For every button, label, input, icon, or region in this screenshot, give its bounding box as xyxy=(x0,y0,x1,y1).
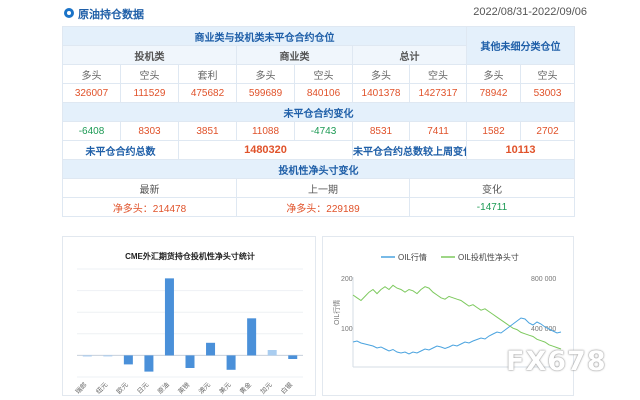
bar xyxy=(144,355,154,372)
col-label: 多头 xyxy=(352,64,410,84)
change-header: 未平仓合约变化 xyxy=(61,102,576,122)
bar xyxy=(226,355,236,370)
change-cell: -6408 xyxy=(62,121,121,141)
oi-change-label: 未平仓合约总数较上周变化 xyxy=(351,140,468,160)
section-bullet-icon xyxy=(64,8,74,18)
bar xyxy=(288,355,298,359)
net-change-value: -14711 xyxy=(408,197,576,217)
bar-category-label: 瑞郎 xyxy=(73,380,89,396)
position-cell: 53003 xyxy=(520,83,576,103)
position-cell: 599689 xyxy=(236,83,295,103)
y-left-tick: 100 xyxy=(341,326,353,333)
bar xyxy=(247,318,257,356)
col-label: 空头 xyxy=(120,64,179,84)
net-previous-value: 净多头：229189 xyxy=(236,197,410,217)
bar-category-label: 英镑 xyxy=(176,380,192,396)
commercial-header: 商业类 xyxy=(236,45,353,65)
bar xyxy=(123,355,133,365)
change-cell: -4743 xyxy=(294,121,353,141)
col-label: 多头 xyxy=(62,64,121,84)
col-label: 空头 xyxy=(408,64,468,84)
col-label: 多头 xyxy=(466,64,522,84)
position-cell: 475682 xyxy=(178,83,237,103)
bar-chart-panel: CME外汇期货持仓投机性净头寸统计 瑞郎 纽元 欧元 日元 原油 英镑 澳元 美元 黄金 加元 白银 xyxy=(62,236,316,396)
bar xyxy=(185,355,195,368)
oi-change-value: 10113 xyxy=(466,140,576,160)
net-col-latest: 最新 xyxy=(62,178,237,198)
col-label: 空头 xyxy=(294,64,353,84)
oi-total-value: 1480320 xyxy=(178,140,353,160)
legend-position-label: OIL投机性净头寸 xyxy=(458,252,519,262)
net-header: 投机性净头寸变化 xyxy=(61,159,576,179)
bar-category-label: 黄金 xyxy=(237,380,253,396)
positions-table: 商业类与投机类未平仓合约仓位 其他未细分类仓位 投机类 商业类 总计 多头 空头… xyxy=(61,26,576,217)
bar xyxy=(103,355,113,357)
line-chart-panel: OIL行情 OIL投机性净头寸 200 100 800 000 400 000 … xyxy=(322,236,574,396)
position-cell: 111529 xyxy=(120,83,179,103)
position-cell: 78942 xyxy=(466,83,522,103)
net-col-change: 变化 xyxy=(408,178,576,198)
position-cell: 326007 xyxy=(62,83,121,103)
price-line xyxy=(352,317,562,355)
change-cell: 1582 xyxy=(466,121,522,141)
bar-category-label: 澳元 xyxy=(196,380,212,396)
change-cell: 7411 xyxy=(408,121,468,141)
oi-total-label: 未平仓合约总数 xyxy=(62,140,179,160)
bar-category-label: 白银 xyxy=(279,380,295,396)
change-cell: 11088 xyxy=(236,121,295,141)
position-cell: 1401378 xyxy=(352,83,410,103)
position-line xyxy=(352,284,562,350)
y-left-tick: 200 xyxy=(341,276,353,283)
legend-price-label: OIL行情 xyxy=(398,252,427,262)
net-latest-value: 净多头：214478 xyxy=(62,197,237,217)
other-header: 其他未细分类仓位 xyxy=(466,26,576,65)
bar-category-label: 美元 xyxy=(217,380,233,396)
y-left-axis-label: OIL行情 xyxy=(332,300,341,325)
page-title: 原油持仓数据 xyxy=(78,9,144,21)
page-header: 原油持仓数据 2022/08/31-2022/09/06 xyxy=(0,0,640,26)
watermark-logo: FX678 xyxy=(506,346,607,377)
y-right-tick: 400 000 xyxy=(531,326,556,333)
change-cell: 2702 xyxy=(520,121,576,141)
date-range: 2022/08/31-2022/09/06 xyxy=(473,6,587,18)
y-right-tick: 800 000 xyxy=(531,276,556,283)
bar-chart: CME外汇期货持仓投机性净头寸统计 瑞郎 纽元 欧元 日元 原油 英镑 澳元 美元 黄金 加元 白银 xyxy=(73,251,303,396)
bar-category-label: 欧元 xyxy=(114,380,130,396)
col-label: 多头 xyxy=(236,64,295,84)
change-cell: 8303 xyxy=(120,121,179,141)
col-label: 空头 xyxy=(520,64,576,84)
bar-chart-title: CME外汇期货持仓投机性净头寸统计 xyxy=(125,251,255,261)
bar-category-label: 日元 xyxy=(135,380,150,395)
total-header: 总计 xyxy=(351,45,468,65)
position-cell: 840106 xyxy=(294,83,353,103)
change-cell: 3851 xyxy=(178,121,237,141)
bar-category-label: 纽元 xyxy=(94,380,110,396)
line-chart: OIL行情 OIL投机性净头寸 200 100 800 000 400 000 … xyxy=(332,252,562,368)
bar-category-label: 原油 xyxy=(155,380,171,396)
position-cell: 1427317 xyxy=(408,83,468,103)
bar xyxy=(164,278,174,356)
change-cell: 8531 xyxy=(352,121,410,141)
bar xyxy=(82,355,92,357)
col-label: 套利 xyxy=(178,64,237,84)
net-col-previous: 上一期 xyxy=(236,178,410,198)
bar xyxy=(267,350,277,356)
speculative-header: 投机类 xyxy=(62,45,237,65)
bar-category-label: 加元 xyxy=(258,380,274,396)
bar xyxy=(206,342,216,356)
group-header: 商业类与投机类未平仓合约仓位 xyxy=(61,26,468,46)
